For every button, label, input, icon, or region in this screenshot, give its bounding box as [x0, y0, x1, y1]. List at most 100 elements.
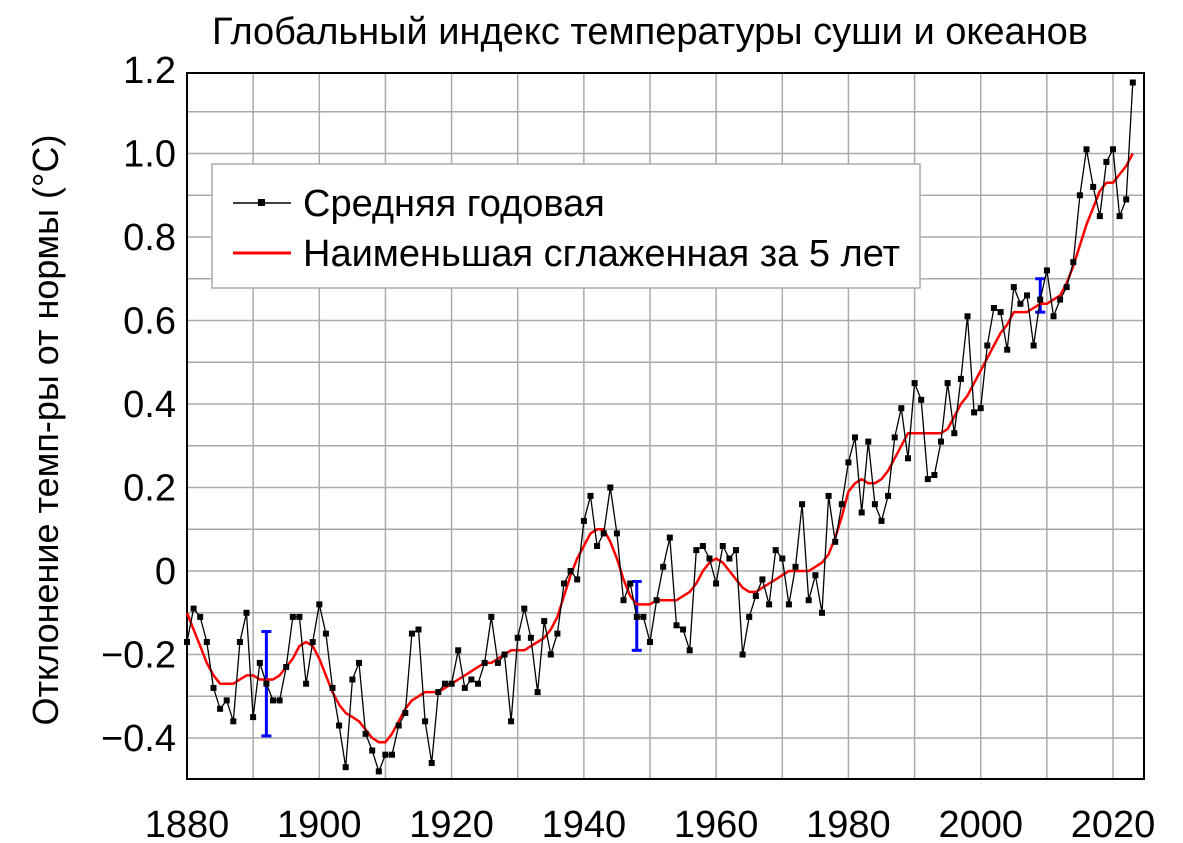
annual-point: [653, 597, 660, 604]
annual-point: [402, 710, 409, 716]
annual-point: [256, 659, 263, 666]
annual-point: [303, 680, 310, 687]
annual-point: [964, 313, 971, 320]
y-tick-label: 0.4: [123, 384, 176, 426]
annual-point: [957, 375, 964, 382]
annual-point: [984, 342, 991, 349]
annual-point: [719, 543, 726, 549]
annual-point: [766, 601, 773, 608]
annual-point: [693, 547, 700, 554]
annual-point: [713, 580, 720, 587]
annual-point: [726, 555, 733, 562]
legend-box: [211, 163, 921, 289]
annual-point: [699, 543, 706, 549]
annual-point: [607, 484, 614, 491]
annual-point: [1070, 259, 1077, 266]
annual-point: [911, 380, 918, 387]
annual-point: [184, 639, 190, 645]
annual-point: [263, 680, 270, 687]
annual-point: [389, 751, 395, 758]
annual-point: [468, 676, 475, 683]
annual-point: [759, 576, 766, 583]
annual-point: [686, 647, 693, 654]
annual-point: [554, 630, 561, 637]
annual-point: [356, 659, 362, 666]
annual-point: [534, 689, 541, 696]
chart-title: Глобальный индекс температуры суши и оке…: [212, 11, 1088, 53]
legend-label-smoothed: Наименьшая сглаженная за 5 лет: [303, 233, 900, 275]
annual-point: [521, 605, 528, 612]
legend-label-annual: Средняя годовая: [303, 183, 605, 225]
annual-point: [197, 613, 204, 620]
y-tick-label: −0.4: [101, 718, 176, 760]
annual-point: [951, 430, 958, 437]
annual-point: [270, 697, 276, 704]
y-tick-label: 0.6: [123, 301, 176, 343]
annual-point: [210, 684, 217, 691]
x-tick-label: 1980: [806, 804, 891, 843]
annual-point: [647, 639, 653, 645]
annual-point: [772, 547, 779, 554]
annual-point: [322, 630, 329, 637]
annual-point: [673, 622, 680, 629]
annual-point: [1010, 284, 1017, 291]
annual-point: [1123, 196, 1130, 203]
annual-point: [1037, 296, 1044, 303]
annual-point: [752, 593, 759, 599]
annual-point: [832, 538, 839, 545]
annual-point: [918, 396, 925, 403]
annual-point: [779, 555, 786, 562]
error-bars: [261, 277, 1046, 738]
annual-point: [541, 618, 548, 625]
annual-point: [527, 634, 534, 641]
annual-point: [481, 659, 488, 666]
annual-point: [1017, 300, 1024, 307]
annual-point: [838, 501, 845, 508]
annual-point: [508, 718, 515, 725]
legend: Средняя годовая Наименьшая сглаженная за…: [211, 163, 921, 289]
annual-point: [1024, 292, 1030, 299]
annual-point: [1057, 296, 1064, 303]
annual-point: [871, 501, 878, 508]
annual-point: [666, 534, 673, 541]
annual-point: [971, 409, 978, 416]
annual-point: [858, 509, 865, 516]
annual-point: [309, 639, 316, 645]
y-tick-label: −0.2: [101, 635, 176, 677]
annual-point: [865, 438, 872, 445]
x-tick-label: 2020: [1071, 804, 1156, 843]
annual-point: [792, 563, 799, 570]
annual-point: [905, 455, 911, 462]
annual-point: [428, 760, 435, 766]
annual-point: [1096, 213, 1103, 220]
annual-point: [739, 651, 746, 658]
annual-point: [236, 639, 243, 645]
x-tick-label: 2000: [938, 804, 1023, 843]
annual-point: [706, 555, 713, 562]
annual-point: [977, 405, 984, 412]
annual-point: [574, 576, 581, 583]
y-tick-label: 1.0: [123, 134, 176, 176]
annual-point: [620, 597, 627, 604]
annual-point: [455, 647, 462, 654]
annual-point: [494, 659, 501, 666]
annual-point: [852, 434, 858, 441]
annual-point: [1050, 313, 1057, 320]
annual-point: [561, 580, 567, 587]
x-tick-label: 1940: [542, 804, 627, 843]
annual-point: [250, 714, 257, 721]
annual-point: [944, 380, 951, 387]
annual-point: [1083, 146, 1090, 153]
annual-point: [1063, 284, 1070, 291]
annual-point: [1110, 146, 1116, 153]
annual-point: [931, 472, 938, 478]
annual-point: [1103, 158, 1110, 165]
annual-point: [567, 568, 574, 574]
annual-point: [488, 613, 495, 620]
annual-point: [785, 601, 792, 608]
annual-point: [362, 730, 369, 737]
annual-point: [924, 476, 931, 483]
annual-point: [1043, 267, 1050, 274]
annual-point: [329, 684, 336, 691]
